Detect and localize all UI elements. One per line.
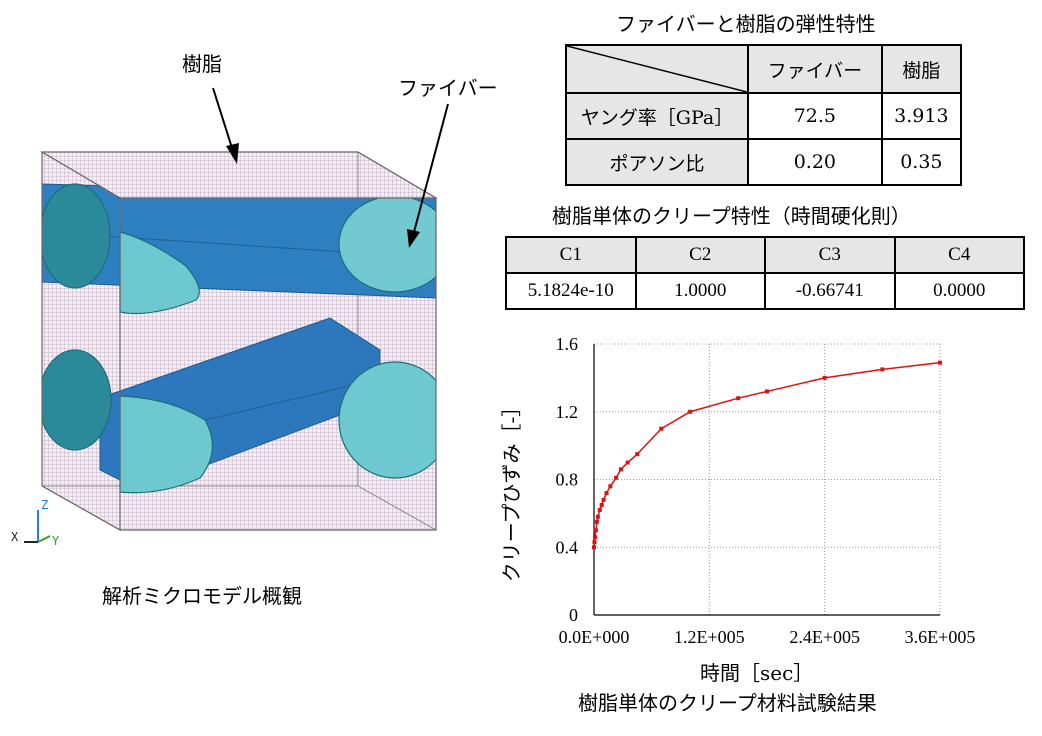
data-point bbox=[822, 375, 827, 380]
micro-model: 樹脂 ファイバー Z X Y 解析ミクロモデル概観 bbox=[0, 0, 520, 620]
data-point bbox=[625, 460, 630, 465]
fiber-arrow bbox=[407, 103, 449, 248]
data-point bbox=[635, 452, 640, 457]
data-point bbox=[592, 540, 597, 545]
youngs-fiber: 72.5 bbox=[747, 92, 883, 140]
data-point bbox=[604, 491, 609, 496]
value-c2: 1.0000 bbox=[634, 272, 766, 310]
creep-chart-svg: 0 0.4 0.8 1.2 1.6 0.0E+000 1.2E+005 2.4E+005 3.6… bbox=[556, 334, 976, 647]
value-c4: 0.0000 bbox=[893, 272, 1025, 310]
value-c1: 5.1824e-10 bbox=[505, 272, 637, 310]
fiber-label: ファイバー bbox=[398, 76, 498, 100]
data-point bbox=[880, 367, 885, 372]
header-c2: C2 bbox=[634, 236, 766, 274]
micro-model-render bbox=[40, 87, 449, 531]
x-tick-label: 3.6E+005 bbox=[905, 627, 976, 647]
header-c1: C1 bbox=[505, 236, 637, 274]
x-tick-label: 1.2E+005 bbox=[674, 627, 745, 647]
data-point bbox=[659, 426, 664, 431]
creep-table: C1 C2 C3 C4 5.1824e-10 1.0000 -0.66741 0… bbox=[505, 236, 1025, 310]
series-line bbox=[593, 361, 941, 548]
elastic-table: ファイバー 樹脂 ヤング率［GPa］ 72.5 3.913 ポアソン比 0.20… bbox=[565, 44, 963, 186]
y-tick-label: 0.4 bbox=[556, 537, 579, 557]
chart-title: 樹脂単体のクリープ材料試験結果 bbox=[578, 691, 877, 715]
youngs-resin: 3.913 bbox=[880, 92, 963, 140]
poisson-resin: 0.35 bbox=[880, 138, 963, 186]
x-tick-label: 2.4E+005 bbox=[789, 627, 860, 647]
row-name-youngs: ヤング率［GPa］ bbox=[565, 92, 749, 140]
y-tick-label: 0.8 bbox=[556, 470, 579, 490]
data-point bbox=[597, 507, 602, 512]
model-caption: 解析ミクロモデル概観 bbox=[102, 584, 302, 608]
axis-triad: Z X Y bbox=[8, 496, 68, 556]
y-tick-label: 1.6 bbox=[556, 334, 579, 354]
data-point bbox=[618, 467, 623, 472]
axis-z-label: Z bbox=[41, 498, 49, 512]
data-point bbox=[599, 502, 604, 507]
data-point bbox=[593, 528, 598, 533]
data-point bbox=[592, 535, 597, 540]
y-tick-label: 1.2 bbox=[556, 402, 579, 422]
data-point bbox=[765, 389, 769, 394]
resin-arrow bbox=[212, 87, 239, 164]
header-c3: C3 bbox=[764, 236, 896, 274]
data-point bbox=[736, 396, 741, 401]
row-name-poisson: ポアソン比 bbox=[565, 138, 749, 186]
axis-y-label: Y bbox=[52, 534, 60, 548]
data-point bbox=[601, 497, 606, 502]
data-point bbox=[592, 545, 596, 550]
data-point bbox=[938, 360, 942, 365]
header-c4: C4 bbox=[893, 236, 1025, 274]
elastic-table-title: ファイバーと樹脂の弾性特性 bbox=[616, 12, 876, 36]
diag-header-cell bbox=[565, 44, 749, 94]
resin-label: 樹脂 bbox=[182, 52, 222, 76]
chart-ylabel: クリープひずみ［-］ bbox=[499, 396, 524, 583]
poisson-fiber: 0.20 bbox=[747, 138, 883, 186]
x-tick-label: 0.0E+000 bbox=[559, 627, 630, 647]
creep-chart: 0 0.4 0.8 1.2 1.6 0.0E+000 1.2E+005 2.4E+005 3.6… bbox=[490, 325, 1042, 732]
chart-xlabel: 時間［sec］ bbox=[700, 661, 814, 685]
data-point bbox=[594, 519, 599, 524]
header-fiber: ファイバー bbox=[747, 44, 883, 94]
data-point bbox=[608, 484, 613, 489]
data-point bbox=[688, 409, 693, 414]
value-c3: -0.66741 bbox=[764, 272, 896, 310]
data-point bbox=[614, 475, 619, 480]
header-resin: 樹脂 bbox=[880, 44, 963, 94]
data-point bbox=[595, 514, 600, 519]
creep-table-title: 樹脂単体のクリープ特性（時間硬化則） bbox=[552, 204, 911, 228]
axis-x-label: X bbox=[11, 530, 19, 544]
y-tick-label: 0 bbox=[569, 605, 578, 625]
